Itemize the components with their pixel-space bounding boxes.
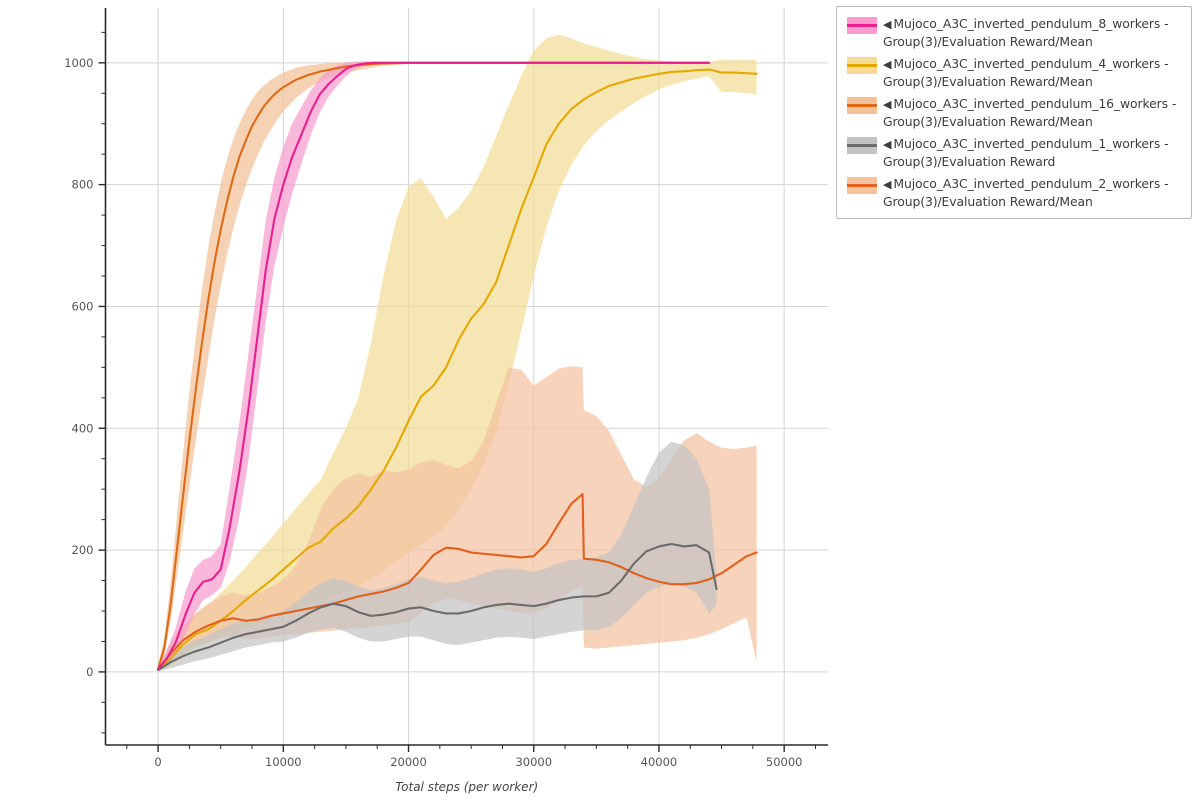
x-tick-label: 40000	[641, 755, 678, 769]
legend-caret-icon: ◀	[883, 98, 892, 111]
series-bands	[158, 34, 757, 672]
x-tick-label: 50000	[766, 755, 803, 769]
legend-caret-icon: ◀	[883, 58, 892, 71]
y-tick-label: 600	[72, 299, 94, 313]
legend-item[interactable]: ◀ Mujoco_A3C_inverted_pendulum_16_workers…	[845, 95, 1185, 130]
axis-spines	[104, 8, 828, 746]
x-axis-title: Total steps (per worker)	[395, 780, 538, 794]
plot-area: 0 10000 20000 30000 40000 50000 0 200 400 600 800 1…	[64, 8, 828, 794]
legend-item-label: ◀ Mujoco_A3C_inverted_pendulum_4_workers …	[883, 56, 1169, 89]
series-line[interactable]	[157, 493, 758, 671]
legend-swatch-icon	[847, 17, 877, 34]
y-tick-label: 1000	[64, 56, 93, 70]
legend-item[interactable]: ◀ Mujoco_A3C_inverted_pendulum_1_workers …	[845, 135, 1185, 170]
legend-item[interactable]: ◀ Mujoco_A3C_inverted_pendulum_8_workers …	[845, 15, 1185, 50]
legend-caret-icon: ◀	[883, 18, 892, 31]
legend-item[interactable]: ◀ Mujoco_A3C_inverted_pendulum_4_workers …	[845, 55, 1185, 90]
legend-item-label: ◀ Mujoco_A3C_inverted_pendulum_2_workers …	[883, 176, 1169, 209]
y-tick-label: 400	[72, 421, 94, 435]
x-tick-label: 10000	[265, 755, 302, 769]
series-line[interactable]	[157, 68, 758, 671]
legend-item-label: ◀ Mujoco_A3C_inverted_pendulum_8_workers …	[883, 16, 1169, 49]
legend-caret-icon: ◀	[883, 138, 892, 151]
series-line[interactable]	[157, 61, 711, 670]
series-band	[158, 34, 757, 672]
series-line[interactable]	[157, 542, 718, 672]
x-tick-label: 30000	[515, 755, 552, 769]
series-band	[158, 441, 717, 672]
x-tick-label: 20000	[390, 755, 427, 769]
series-lines	[157, 61, 758, 672]
x-tick-label: 0	[154, 755, 161, 769]
y-tick-label: 0	[86, 665, 93, 679]
legend-caret-icon: ◀	[883, 178, 892, 191]
y-tick-label: 800	[72, 178, 94, 192]
legend-item-label: ◀ Mujoco_A3C_inverted_pendulum_16_workers…	[883, 96, 1177, 129]
chart-legend: ◀ Mujoco_A3C_inverted_pendulum_8_workers …	[836, 6, 1192, 219]
legend-swatch-icon	[847, 97, 877, 114]
legend-swatch-icon	[847, 57, 877, 74]
legend-item-label: ◀ Mujoco_A3C_inverted_pendulum_1_workers …	[883, 136, 1169, 169]
legend-swatch-icon	[847, 137, 877, 154]
chart-svg: 0 10000 20000 30000 40000 50000 0 200 400 600 800 1…	[64, 8, 828, 794]
legend-item[interactable]: ◀ Mujoco_A3C_inverted_pendulum_2_workers …	[845, 175, 1185, 210]
y-tick-label: 200	[72, 543, 94, 557]
legend-swatch-icon	[847, 177, 877, 194]
axis-ticks: 0 10000 20000 30000 40000 50000 0 200 400 600 800 1…	[64, 31, 816, 769]
